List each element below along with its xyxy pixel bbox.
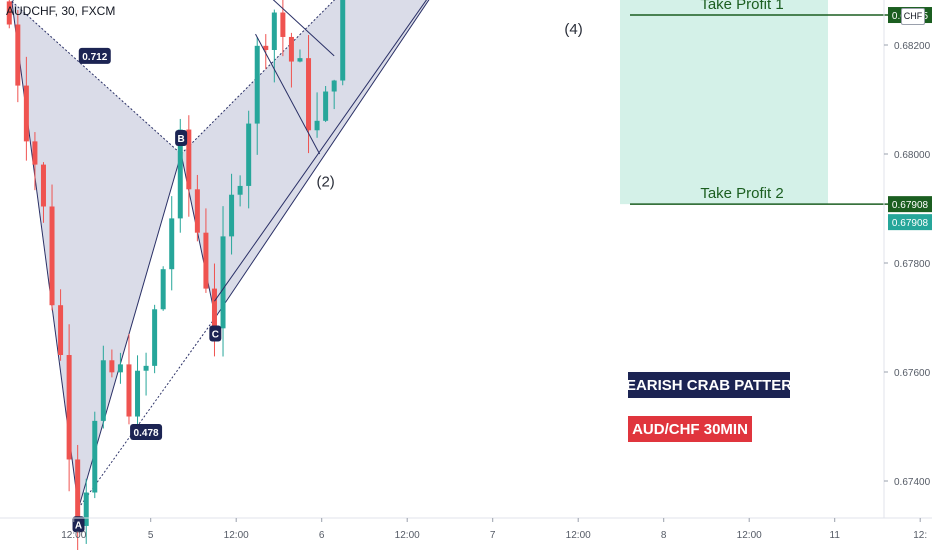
pattern-point-label: A bbox=[75, 520, 82, 531]
candle-body bbox=[211, 288, 217, 329]
time-tick-label: 12:00 bbox=[566, 530, 591, 541]
pattern-point-badge bbox=[175, 130, 188, 146]
price-tick-label: 0.67400 bbox=[894, 477, 931, 488]
ratio-line-xd bbox=[11, 0, 16, 2]
wave2-channel-lower bbox=[255, 33, 321, 155]
ratio-badge bbox=[130, 423, 163, 440]
price-tick-label: 0.68000 bbox=[894, 150, 931, 161]
candle-body bbox=[229, 194, 235, 237]
pattern-point-label: C bbox=[212, 330, 219, 341]
candle-body bbox=[100, 360, 106, 421]
tp2-alt-price-badge bbox=[888, 214, 932, 231]
candle-body bbox=[6, 1, 12, 25]
price-tick-label: 0.67800 bbox=[894, 259, 931, 270]
candle-body bbox=[314, 120, 320, 131]
trade-levels bbox=[630, 14, 892, 205]
time-tick-label: 6 bbox=[319, 530, 325, 541]
candle-body bbox=[220, 236, 226, 329]
candle-body bbox=[152, 309, 158, 366]
tp2-price-badge bbox=[888, 196, 932, 213]
trend-support-line bbox=[214, 0, 428, 302]
take-profit-zone bbox=[620, 0, 828, 205]
candle-body bbox=[237, 185, 243, 195]
candle-body bbox=[23, 85, 29, 142]
candle-body bbox=[203, 232, 209, 289]
currency-badge[interactable]: CHF bbox=[901, 8, 925, 25]
candle-body bbox=[109, 360, 115, 373]
candle-body bbox=[323, 91, 329, 121]
candle-body bbox=[135, 370, 141, 417]
candle-body bbox=[92, 420, 98, 493]
candle-body bbox=[83, 492, 89, 526]
candle-body bbox=[280, 12, 286, 37]
candle-body bbox=[297, 58, 303, 62]
tp2-alt-price-badge-text: 0.67908 bbox=[892, 218, 929, 229]
crab-pattern bbox=[11, 0, 430, 509]
candles bbox=[6, 0, 346, 555]
ratio-label: 0.478 bbox=[134, 428, 159, 439]
candle-body bbox=[160, 269, 166, 310]
ratio-line-ac bbox=[78, 317, 216, 509]
candle-body bbox=[32, 141, 38, 165]
pattern-fill-xab bbox=[11, 1, 182, 509]
price-tick-label: 0.67600 bbox=[894, 368, 931, 379]
pattern-point-badge bbox=[209, 325, 222, 342]
wave-label: (2) bbox=[316, 174, 334, 191]
level-title: Take Profit 1 bbox=[700, 0, 783, 13]
time-tick-label: 12:00 bbox=[224, 530, 249, 541]
candle-body bbox=[40, 164, 46, 207]
axes: 0.674000.676000.678000.680000.682000.684… bbox=[0, 0, 932, 541]
tp2-price-badge-text: 0.67908 bbox=[892, 200, 929, 211]
time-tick-label: 12: bbox=[913, 530, 927, 541]
pattern-title-badge bbox=[628, 372, 790, 398]
candle-body bbox=[254, 45, 260, 124]
time-tick-label: 12:00 bbox=[737, 530, 762, 541]
time-tick-label: 11 bbox=[830, 530, 841, 541]
candle-body bbox=[75, 459, 81, 526]
candle-body bbox=[340, 0, 346, 81]
level-title: Take Profit 2 bbox=[700, 185, 783, 202]
candle-body bbox=[126, 364, 132, 417]
candle-body bbox=[117, 364, 123, 373]
candle-body bbox=[186, 129, 192, 190]
candle-body bbox=[58, 305, 64, 356]
candle-body bbox=[169, 218, 175, 270]
trade-zones bbox=[620, 0, 828, 205]
candle-body bbox=[306, 58, 312, 131]
pattern-point-label: B bbox=[178, 134, 185, 145]
candle-body bbox=[246, 123, 252, 186]
wave-label: (4) bbox=[564, 21, 582, 38]
candle-body bbox=[331, 80, 337, 92]
candle-body bbox=[49, 206, 55, 306]
candle-body bbox=[288, 36, 294, 62]
candle-body bbox=[263, 45, 269, 50]
price-tick-label: 0.68200 bbox=[894, 41, 931, 52]
pattern-title-badge-text: BEARISH CRAB PATTERN bbox=[615, 377, 803, 394]
chart-labels: XABCD0.7120.4781.6093.639(1)(2)(3)(4)(5)… bbox=[72, 0, 803, 533]
time-tick-label: 8 bbox=[661, 530, 667, 541]
ratio-label: 0.712 bbox=[82, 52, 107, 63]
ratio-badge bbox=[78, 47, 111, 64]
pair-timeframe-badge bbox=[628, 416, 752, 442]
pair-timeframe-badge-text: AUD/CHF 30MIN bbox=[632, 421, 748, 438]
wave2-channel-upper bbox=[272, 0, 335, 57]
pattern-fill-bcd bbox=[181, 0, 429, 318]
leg-cd bbox=[214, 0, 430, 318]
time-tick-label: 12:00 bbox=[395, 530, 420, 541]
candle-body bbox=[66, 355, 72, 460]
pattern-overlays bbox=[214, 0, 428, 302]
ratio-line-xb bbox=[11, 1, 182, 155]
candle-body bbox=[177, 129, 183, 219]
time-tick-label: 5 bbox=[148, 530, 154, 541]
candle-body bbox=[143, 365, 149, 371]
symbol-title: AUDCHF, 30, FXCM bbox=[6, 4, 116, 18]
pattern-point-badge bbox=[72, 516, 85, 533]
candle-body bbox=[15, 24, 21, 86]
time-tick-label: 7 bbox=[490, 530, 496, 541]
candle-body bbox=[194, 189, 200, 233]
candle-body bbox=[271, 12, 277, 50]
time-tick-label: 12:00 bbox=[61, 530, 86, 541]
